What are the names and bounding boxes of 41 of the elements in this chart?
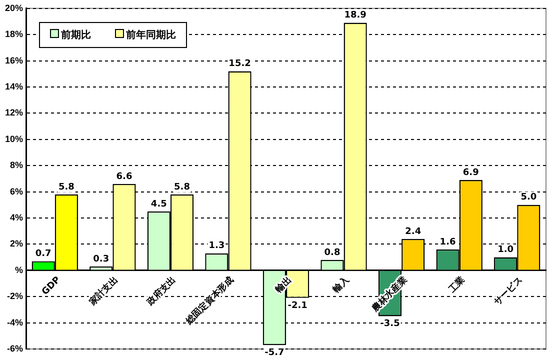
x-tick-label: サービス xyxy=(492,274,525,308)
y-tick-label: 12% xyxy=(5,108,24,118)
data-label: 15.2 xyxy=(228,59,251,70)
data-label: 0.3 xyxy=(93,254,110,264)
y-tick-label: -4% xyxy=(7,317,24,328)
data-label: 1.3 xyxy=(208,241,225,252)
y-tick-label: % xyxy=(15,264,24,275)
y-tick-label: 2% xyxy=(10,238,24,249)
data-label: -2.1 xyxy=(288,300,308,311)
y-tick-label: 4% xyxy=(10,212,24,222)
y-tick-label: 8% xyxy=(10,160,24,170)
data-label: 2.4 xyxy=(405,226,422,237)
data-label: 18.9 xyxy=(344,10,366,21)
data-label: 0.8 xyxy=(324,248,340,258)
legend-label: 前期比 xyxy=(60,28,91,42)
data-label: 5.8 xyxy=(58,182,74,192)
data-label: 5.0 xyxy=(520,192,537,203)
data-label: -3.5 xyxy=(380,319,400,330)
y-tick-label: 10% xyxy=(5,134,24,144)
x-tick-label: 工業 xyxy=(446,274,468,296)
x-tick-label: 政府支出 xyxy=(144,274,178,308)
data-label: 6.6 xyxy=(116,172,132,182)
x-tick-label: 農林水産業 xyxy=(369,274,410,315)
y-tick-label: 14% xyxy=(5,81,24,92)
y-tick-label: -2% xyxy=(7,291,24,302)
x-tick-label: 家計支出 xyxy=(86,274,120,308)
data-label: -5.7 xyxy=(264,348,284,358)
y-tick-label: 18% xyxy=(5,29,24,40)
y-tick-label: 20% xyxy=(5,2,24,13)
legend-label: 前年同期比 xyxy=(125,28,176,42)
data-label: 4.5 xyxy=(150,199,167,210)
data-label: 5.8 xyxy=(174,182,190,192)
x-tick-label: 輸入 xyxy=(330,274,352,296)
y-tick-label: -6% xyxy=(7,343,24,354)
x-tick-label: 総固定資本形成 xyxy=(182,274,236,328)
data-label: 6.9 xyxy=(462,168,479,178)
data-label: 1.6 xyxy=(440,237,456,248)
data-label: 0.7 xyxy=(35,249,52,260)
data-label: 1.0 xyxy=(498,245,514,256)
y-tick-label: 6% xyxy=(10,186,24,196)
y-tick-label: 16% xyxy=(5,55,24,66)
